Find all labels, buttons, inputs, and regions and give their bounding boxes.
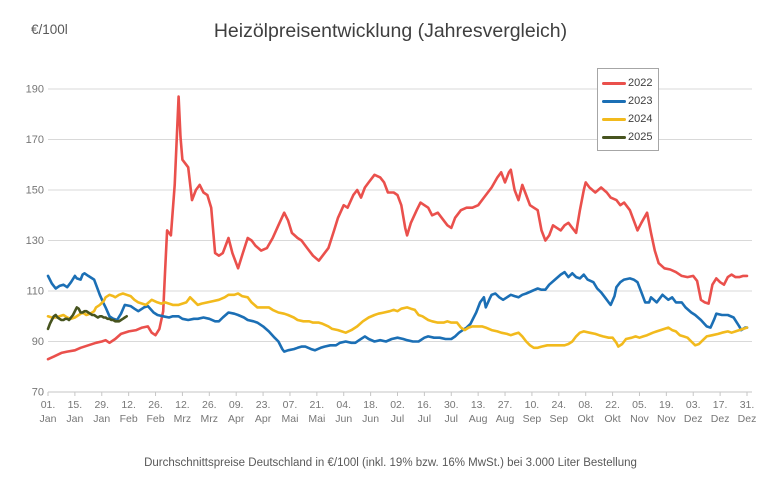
legend-item-2023[interactable]: 2023 <box>602 92 658 110</box>
x-tick-label-month: Mrz <box>174 413 192 425</box>
x-tick-label-month: Jul <box>391 413 404 425</box>
x-tick-label-day: 05. <box>632 399 647 411</box>
x-tick-label-month: Feb <box>146 413 164 425</box>
legend-label: 2024 <box>628 113 653 125</box>
x-tick-label-month: Sep <box>523 413 542 425</box>
x-tick-label-month: Feb <box>120 413 138 425</box>
x-tick-label-day: 19. <box>659 399 674 411</box>
y-tick-label: 70 <box>32 387 44 399</box>
x-tick-label-month: Okt <box>604 413 620 425</box>
x-tick-label-month: Jan <box>93 413 110 425</box>
x-tick-label-day: 03. <box>686 399 701 411</box>
footer-caption: Durchschnittspreise Deutschland in €/100… <box>144 457 637 469</box>
y-tick-label: 130 <box>26 235 44 247</box>
y-tick-label: 110 <box>26 286 44 298</box>
x-tick-label-day: 10. <box>525 399 540 411</box>
x-tick-label-month: Nov <box>630 413 649 425</box>
y-tick-label: 190 <box>26 84 44 96</box>
x-tick-label-month: Okt <box>578 413 594 425</box>
legend-item-2022[interactable]: 2022 <box>602 74 658 92</box>
x-tick-label-month: Dez <box>711 413 730 425</box>
legend: 2022 2023 2024 2025 <box>597 68 659 151</box>
x-tick-label-month: Aug <box>469 413 488 425</box>
x-tick-label-day: 21. <box>310 399 325 411</box>
x-tick-label-month: Mai <box>308 413 325 425</box>
x-tick-label-month: Jan <box>40 413 57 425</box>
series-line-2022[interactable] <box>46 95 749 361</box>
x-tick-label-month: Sep <box>549 413 568 425</box>
x-tick-label-day: 07. <box>283 399 298 411</box>
y-axis-unit-label: €/100l <box>31 22 68 37</box>
x-tick-label-day: 04. <box>336 399 351 411</box>
y-tick-label: 90 <box>32 336 44 348</box>
series-line-2023[interactable] <box>46 270 749 353</box>
x-tick-label-day: 09. <box>229 399 244 411</box>
x-tick-label-day: 17. <box>713 399 728 411</box>
x-tick-label-day: 18. <box>363 399 378 411</box>
x-tick-label-day: 12. <box>175 399 190 411</box>
series-line-2024[interactable] <box>46 292 749 350</box>
x-tick-label-day: 24. <box>552 399 567 411</box>
legend-item-2025[interactable]: 2025 <box>602 128 658 146</box>
x-tick-label-day: 30. <box>444 399 459 411</box>
x-tick-label-month: Jun <box>335 413 352 425</box>
x-tick-label-month: Aug <box>496 413 515 425</box>
x-tick-label-day: 13. <box>471 399 486 411</box>
x-tick-label-month: Jan <box>66 413 83 425</box>
x-tick-label-day: 23. <box>256 399 271 411</box>
y-tick-label: 170 <box>26 134 44 146</box>
x-tick-label-month: Jun <box>362 413 379 425</box>
x-tick-label-day: 22. <box>605 399 620 411</box>
x-tick-label-month: Apr <box>255 413 272 425</box>
x-tick-label-month: Dez <box>684 413 703 425</box>
x-tick-label-month: Mrz <box>201 413 219 425</box>
legend-swatch-2024 <box>602 117 626 121</box>
y-tick-label: 150 <box>26 185 44 197</box>
x-tick-label-day: 29. <box>94 399 109 411</box>
x-tick-label-month: Jul <box>445 413 458 425</box>
x-tick-label-day: 26. <box>202 399 217 411</box>
x-tick-label-month: Dez <box>738 413 757 425</box>
legend-label: 2023 <box>628 95 653 107</box>
x-tick-label-day: 26. <box>148 399 163 411</box>
x-tick-label-month: Apr <box>228 413 245 425</box>
x-tick-label-day: 27. <box>498 399 513 411</box>
legend-swatch-2022 <box>602 81 626 85</box>
x-tick-label-day: 15. <box>68 399 83 411</box>
x-tick-label-month: Nov <box>657 413 676 425</box>
x-tick-label-day: 02. <box>390 399 405 411</box>
legend-label: 2022 <box>628 77 653 89</box>
chart-title: Heizölpreisentwicklung (Jahresvergleich) <box>213 20 568 42</box>
x-tick-label-day: 12. <box>121 399 136 411</box>
x-tick-label-month: Mai <box>282 413 299 425</box>
x-tick-label-day: 08. <box>578 399 593 411</box>
x-tick-label-day: 16. <box>417 399 432 411</box>
x-tick-label-month: Jul <box>418 413 431 425</box>
legend-swatch-2025 <box>602 135 626 139</box>
legend-item-2024[interactable]: 2024 <box>602 110 658 128</box>
x-tick-label-day: 31. <box>740 399 755 411</box>
legend-label: 2025 <box>628 131 653 143</box>
legend-swatch-2023 <box>602 99 626 103</box>
x-tick-label-day: 01. <box>41 399 56 411</box>
series-line-2025[interactable] <box>46 306 128 331</box>
